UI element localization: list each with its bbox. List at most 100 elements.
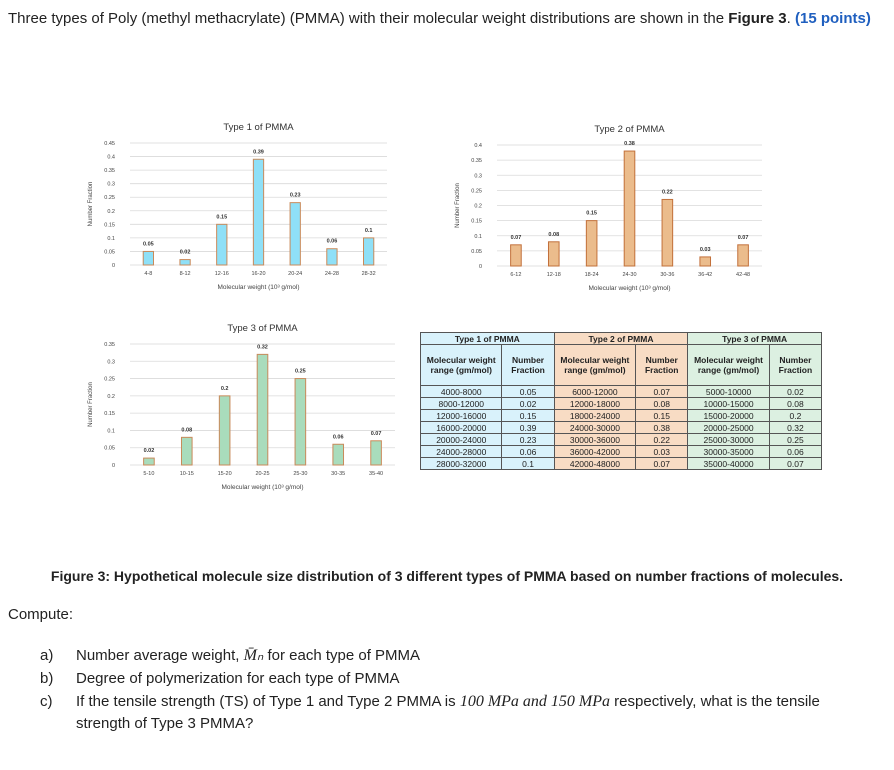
table-cell: 42000-48000 — [553, 457, 637, 470]
table-cell: 6000-12000 — [553, 385, 637, 398]
bar — [623, 150, 636, 267]
x-tick-label: 12-16 — [215, 271, 229, 277]
y-tick-label: 0.35 — [104, 168, 115, 174]
table-row: 24000-28000 0.06 36000-42000 0.03 30000-3500… — [419, 445, 823, 458]
x-tick-label: 20-24 — [288, 271, 302, 277]
data-label: 0.38 — [624, 141, 635, 147]
table-row: 28000-32000 0.1 42000-48000 0.07 35000-40000… — [419, 457, 823, 470]
table-cell: 36000-42000 — [553, 445, 637, 458]
chart-title: Type 1 of PMMA — [223, 122, 294, 133]
data-label: 0.1 — [365, 228, 373, 234]
figure-caption: Figure 3: Hypothetical molecule size dis… — [50, 568, 844, 584]
bar — [252, 158, 265, 266]
x-tick-label: 24-28 — [325, 271, 339, 277]
y-tick-label: 0.45 — [104, 141, 115, 147]
bar — [370, 440, 382, 466]
x-tick-label: 10-15 — [180, 471, 194, 477]
data-label: 0.2 — [221, 386, 229, 392]
y-tick-label: 0.4 — [107, 155, 115, 161]
y-tick-label: 0.35 — [471, 158, 482, 164]
chart-title: Type 2 of PMMA — [594, 124, 665, 135]
table-cell: 30000-35000 — [687, 445, 770, 458]
table-cell: 0.06 — [501, 445, 555, 458]
bar — [289, 202, 301, 266]
y-tick-label: 0.1 — [107, 428, 115, 434]
data-label: 0.15 — [216, 214, 227, 220]
data-label: 0.07 — [738, 235, 749, 241]
bar — [510, 244, 522, 267]
y-tick-label: 0.15 — [104, 411, 115, 417]
table-cell: 0.25 — [768, 433, 823, 446]
points: (15 points) — [794, 10, 871, 27]
table-cell: 12000-16000 — [419, 409, 503, 422]
x-tick-label: 28-32 — [362, 271, 376, 277]
question-c: c) If the tensile strength (TS) of Type 1… — [40, 693, 820, 732]
x-axis-label: Molecular weight (10³ g/mol) — [221, 484, 303, 491]
table-row: 4000-8000 0.05 6000-12000 0.07 5000-10000 0.0… — [419, 385, 823, 398]
data-label: 0.15 — [586, 211, 597, 217]
group-header: Type 1 of PMMA — [420, 332, 555, 345]
table-cell: 12000-18000 — [553, 397, 637, 410]
y-tick-label: 0.25 — [104, 377, 115, 383]
data-label: 0.05 — [143, 241, 154, 247]
data-label: 0.08 — [548, 232, 559, 238]
y-tick-label: 0.2 — [107, 209, 115, 215]
table-cell: 0.07 — [635, 385, 689, 398]
x-tick-label: 25-30 — [293, 471, 307, 477]
table-cell: 35000-40000 — [687, 457, 770, 470]
charts-area: 0 0.05 0.1 0.15 0.2 0.25 0.3 0.35 0.4 0.45 Type 1 … — [88, 122, 762, 491]
y-axis-label: Number Fraction — [88, 182, 94, 227]
table-cell: 0.02 — [501, 397, 555, 410]
y-tick-label: 0 — [479, 264, 482, 270]
compute-label: Compute: — [8, 606, 74, 623]
data-label: 0.03 — [700, 247, 711, 253]
y-tick-label: 0.25 — [471, 188, 482, 194]
column-header: Molecular weight range (gm/mol) — [687, 344, 770, 386]
bar — [699, 256, 712, 267]
y-tick-label: 0.35 — [104, 342, 115, 348]
x-tick-label: 35-40 — [369, 471, 383, 477]
table-cell: 0.07 — [635, 457, 689, 470]
problem-intro: Three types of Poly (methyl methacrylate… — [8, 10, 871, 27]
data-table: Type 1 of PMMA Type 2 of PMMA Type 3 of PM… — [419, 332, 823, 470]
data-label: 0.06 — [333, 434, 344, 440]
figure-reference: Figure 3 — [728, 10, 787, 27]
bar — [143, 457, 155, 466]
x-axis-label: Molecular weight (10³ g/mol) — [588, 285, 670, 292]
table-row: 16000-20000 0.39 24000-30000 0.38 20000-2500… — [419, 421, 823, 434]
x-tick-label: 15-20 — [218, 471, 232, 477]
bar — [218, 395, 231, 466]
bar — [326, 248, 338, 266]
column-header: Molecular weight range (gm/mol) — [553, 344, 637, 386]
bar — [332, 443, 345, 466]
y-tick-label: 0 — [112, 463, 115, 469]
data-label: 0.06 — [327, 239, 338, 245]
column-header: Number Fraction — [635, 344, 689, 386]
y-tick-label: 0.3 — [107, 359, 115, 365]
data-label: 0.02 — [180, 250, 191, 256]
bar — [142, 250, 154, 266]
y-tick-label: 0.05 — [471, 249, 482, 255]
y-tick-label: 0.3 — [107, 182, 115, 188]
table-cell: 0.06 — [768, 445, 823, 458]
bar — [294, 378, 307, 466]
y-tick-label: 0.2 — [107, 394, 115, 400]
table-cell: 18000-24000 — [553, 409, 637, 422]
table-cell: 0.02 — [768, 385, 823, 398]
table-row: 12000-16000 0.15 18000-24000 0.15 15000-2000… — [419, 409, 823, 422]
y-tick-label: 0 — [112, 263, 115, 269]
y-tick-label: 0.15 — [471, 219, 482, 225]
table-cell: 0.38 — [635, 421, 689, 434]
y-tick-label: 0.1 — [474, 234, 482, 240]
table-cell: 0.08 — [635, 397, 689, 410]
data-label: 0.23 — [290, 193, 301, 199]
table-row: 20000-24000 0.23 30000-36000 0.22 25000-3000… — [419, 433, 823, 446]
table-cell: 0.05 — [501, 385, 555, 398]
y-axis-label: Number Fraction — [88, 382, 94, 427]
x-tick-label: 8-12 — [180, 271, 191, 277]
table-cell: 15000-20000 — [687, 409, 770, 422]
table-cell: 0.32 — [768, 421, 823, 434]
column-header: Number Fraction — [768, 344, 823, 386]
question-b: b) Degree of polymerization for each type… — [40, 670, 400, 687]
table-row: 8000-12000 0.02 12000-18000 0.08 10000-15000… — [419, 397, 823, 410]
